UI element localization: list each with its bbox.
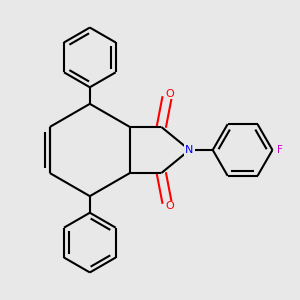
Text: N: N (185, 145, 194, 155)
Text: O: O (166, 201, 174, 212)
Text: F: F (277, 145, 283, 155)
Text: O: O (166, 88, 174, 99)
